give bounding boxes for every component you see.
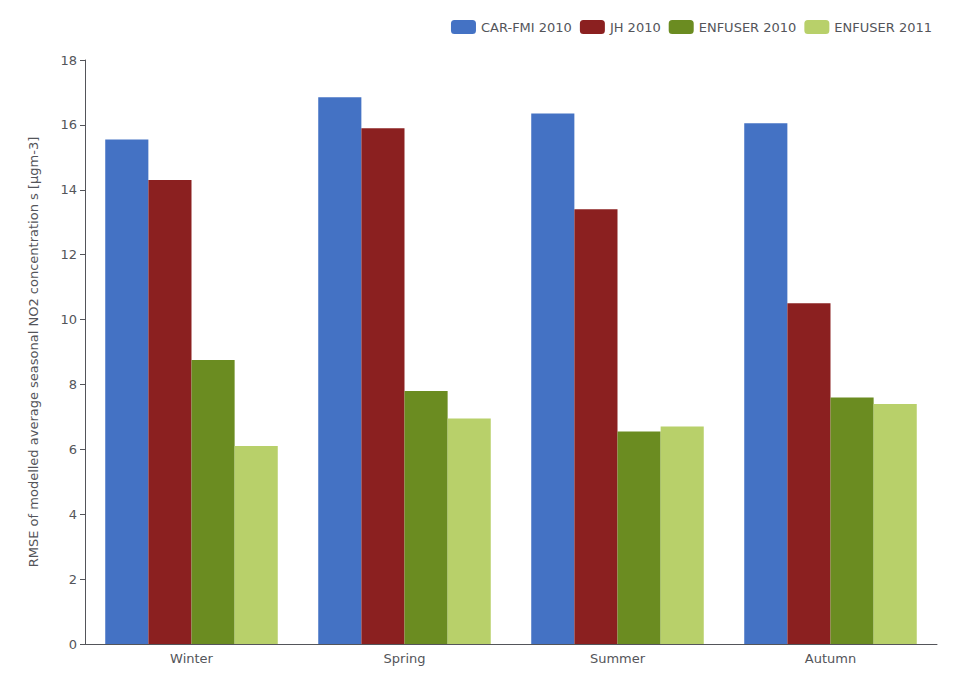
svg-text:2: 2: [69, 572, 77, 587]
svg-text:Autumn: Autumn: [805, 651, 856, 666]
svg-text:Spring: Spring: [384, 651, 426, 666]
svg-text:CAR-FMI 2010: CAR-FMI 2010: [481, 20, 572, 35]
svg-text:0: 0: [69, 637, 77, 652]
svg-text:ENFUSER 2011: ENFUSER 2011: [834, 20, 932, 35]
svg-text:6: 6: [69, 442, 77, 457]
svg-text:Winter: Winter: [170, 651, 214, 666]
svg-text:JH 2010: JH 2010: [609, 20, 661, 35]
svg-text:RMSE of modelled average seaso: RMSE of modelled average seasonal NO2 co…: [26, 137, 41, 567]
svg-text:4: 4: [69, 507, 77, 522]
svg-text:Summer: Summer: [590, 651, 646, 666]
svg-text:16: 16: [60, 117, 77, 132]
svg-text:14: 14: [60, 182, 77, 197]
svg-text:10: 10: [60, 312, 77, 327]
svg-text:8: 8: [69, 377, 77, 392]
svg-text:18: 18: [60, 53, 77, 68]
svg-text:ENFUSER 2010: ENFUSER 2010: [699, 20, 797, 35]
svg-text:12: 12: [60, 247, 77, 262]
